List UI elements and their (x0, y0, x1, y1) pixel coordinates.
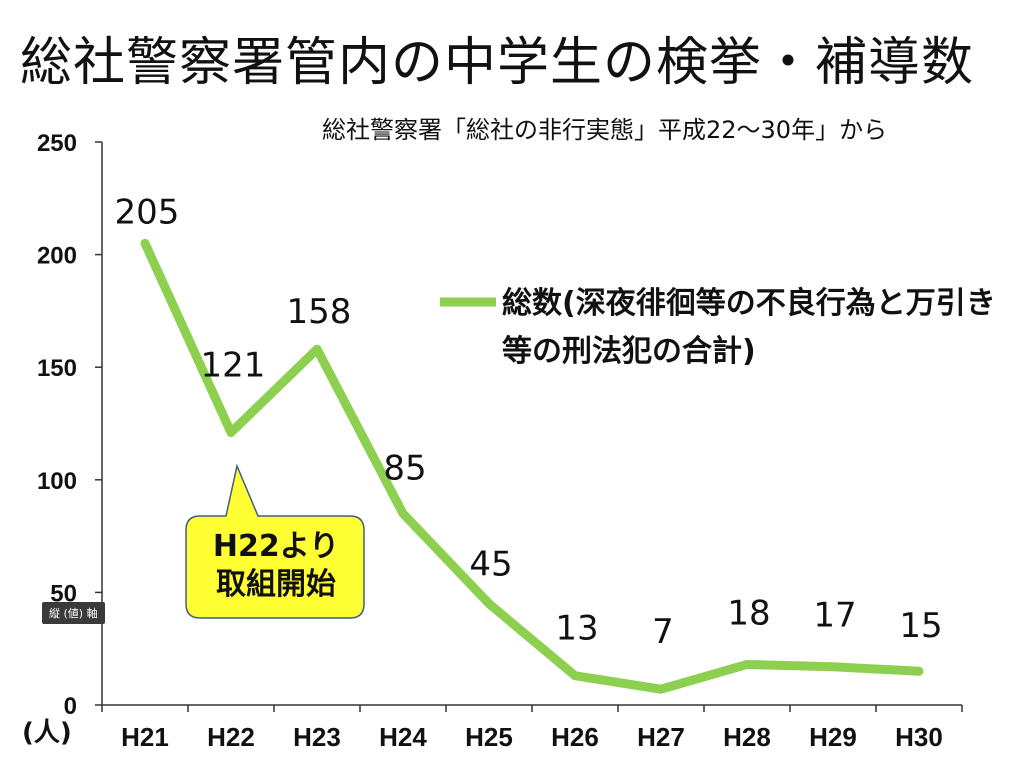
x-tick-label: H23 (293, 722, 341, 752)
page-title: 総社警察署管内の中学生の検挙・補導数 (20, 33, 975, 93)
x-tick-label: H25 (465, 722, 513, 752)
callout-shape (185, 463, 365, 619)
x-tick-label: H22 (207, 722, 255, 752)
data-label: 158 (287, 292, 352, 332)
callout-line-2: 取組開始 (216, 567, 336, 602)
y-tick-label: 100 (37, 468, 77, 495)
x-tick-label: H28 (723, 722, 771, 752)
x-tick-label: H21 (121, 722, 169, 752)
y-tick-label: 250 (37, 130, 77, 157)
legend-label: 総数(深夜徘徊等の不良行為と万引き等の刑法犯の合計) (502, 286, 996, 369)
y-axis-unit-label: (人) (22, 718, 72, 748)
x-tick-label: H26 (551, 722, 599, 752)
x-tick-label: H27 (637, 722, 685, 752)
series-group (140, 238, 924, 694)
x-tick-label: H29 (809, 722, 857, 752)
data-label: 18 (727, 593, 770, 633)
data-labels: 205 121 158 85 45 13 7 18 17 15 (115, 192, 943, 652)
x-tick-label: H30 (895, 722, 943, 752)
data-label: 17 (813, 596, 856, 636)
callout-text: H22より 取組開始 (188, 528, 364, 604)
x-tick-label: H24 (379, 722, 427, 752)
y-tick-label: 0 (64, 693, 77, 720)
data-label: 7 (652, 612, 674, 652)
callout-line-1: H22より (212, 529, 340, 564)
y-tick-label: 200 (37, 243, 77, 270)
series-line (140, 238, 924, 694)
axis-tooltip: 縦 (値) 軸 (42, 602, 105, 624)
data-label: 205 (115, 192, 180, 232)
chart-subtitle: 総社警察署「総社の非行実態」平成22〜30年」から (322, 116, 888, 144)
data-label: 13 (555, 609, 598, 649)
x-axis-ticks: H21 H22 H23 H24 H25 H26 H27 H28 H29 H30 (101, 705, 963, 752)
data-label: 85 (383, 449, 426, 489)
data-label: 15 (899, 606, 942, 646)
y-tick-label: 150 (37, 355, 77, 382)
callout-box (185, 463, 365, 619)
data-label: 45 (469, 545, 512, 585)
data-label: 121 (201, 346, 266, 386)
